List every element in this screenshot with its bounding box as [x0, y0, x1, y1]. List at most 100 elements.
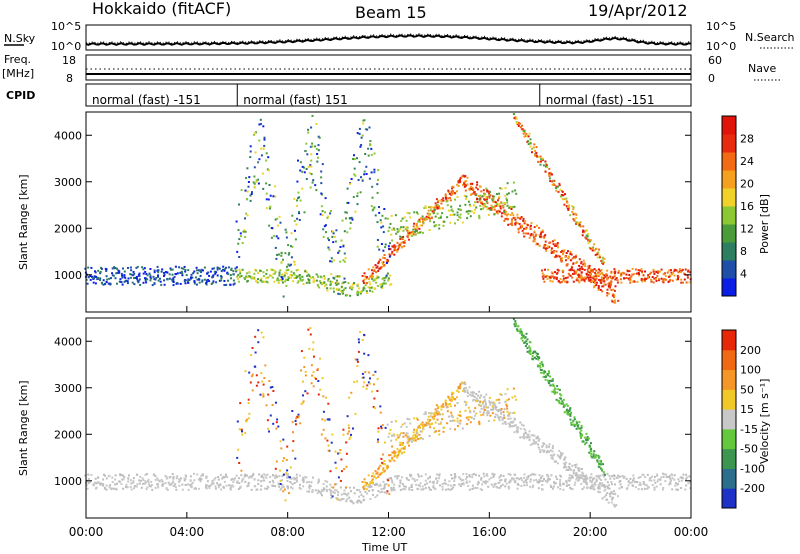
- power-echo: [510, 208, 513, 210]
- power-echo: [348, 217, 351, 220]
- velocity-echo: [427, 422, 430, 425]
- power-echo: [388, 247, 391, 250]
- power-echo: [341, 289, 344, 292]
- velocity-echo: [158, 480, 161, 483]
- velocity-echo: [594, 455, 597, 458]
- power-echo: [247, 185, 250, 188]
- power-echo: [342, 259, 345, 262]
- velocity-echo: [450, 398, 453, 400]
- velocity-echo: [542, 451, 545, 454]
- power-echo: [193, 282, 196, 285]
- power-echo: [236, 277, 239, 280]
- power-echo: [279, 221, 282, 224]
- velocity-echo: [110, 487, 113, 490]
- power-echo: [229, 283, 232, 286]
- power-echo: [559, 188, 562, 191]
- velocity-echo: [231, 484, 234, 487]
- power-echo: [563, 198, 566, 201]
- power-echo: [268, 207, 271, 210]
- power-echo: [347, 201, 350, 204]
- power-echo: [425, 215, 428, 218]
- power-echo: [575, 279, 578, 282]
- power-echo: [397, 246, 400, 249]
- power-echo: [313, 279, 316, 282]
- power-echo: [94, 282, 97, 285]
- power-echo: [555, 245, 558, 247]
- power-echo: [376, 277, 378, 280]
- velocity-echo: [684, 488, 687, 491]
- power-echo: [473, 191, 476, 194]
- velocity-echo: [521, 339, 524, 342]
- colorbar-tick-label: 16: [740, 200, 754, 213]
- velocity-echo: [407, 435, 410, 438]
- power-echo: [365, 173, 368, 175]
- power-echo: [381, 284, 384, 287]
- velocity-echo: [154, 475, 157, 478]
- power-echo: [297, 159, 299, 162]
- power-echo: [557, 190, 560, 193]
- power-echo: [297, 280, 300, 283]
- velocity-echo: [600, 462, 603, 465]
- velocity-echo: [365, 387, 368, 390]
- velocity-echo: [118, 480, 121, 483]
- velocity-echo: [378, 466, 380, 469]
- velocity-echo: [468, 480, 471, 483]
- velocity-echo: [288, 476, 291, 479]
- velocity-echo: [487, 406, 490, 409]
- power-echo: [151, 284, 154, 287]
- power-echo: [517, 121, 520, 124]
- velocity-echo: [418, 424, 421, 427]
- velocity-echo: [571, 464, 574, 467]
- power-echo: [285, 231, 288, 234]
- velocity-echo: [381, 424, 384, 427]
- velocity-echo: [573, 469, 576, 472]
- power-echo: [496, 210, 499, 213]
- power-echo: [641, 271, 643, 274]
- power-echo: [518, 122, 521, 125]
- power-echo: [184, 268, 187, 271]
- velocity-echo: [424, 486, 427, 489]
- power-echo: [377, 269, 380, 272]
- power-echo: [112, 274, 115, 277]
- velocity-echo: [302, 394, 304, 397]
- power-echo: [650, 279, 653, 282]
- velocity-echo: [487, 420, 490, 422]
- velocity-echo: [383, 485, 386, 488]
- power-echo: [253, 175, 256, 178]
- velocity-echo: [561, 452, 564, 455]
- power-echo: [658, 278, 661, 281]
- power-echo: [444, 195, 447, 198]
- velocity-echo: [300, 369, 302, 372]
- power-echo: [111, 267, 114, 270]
- velocity-echo: [253, 485, 256, 488]
- power-echo: [367, 147, 370, 150]
- power-echo: [209, 270, 212, 273]
- velocity-echo: [551, 450, 554, 453]
- power-echo: [216, 274, 219, 277]
- velocity-echo: [99, 483, 102, 486]
- velocity-echo: [285, 472, 288, 475]
- noise-tick-bottom-right: 10^0: [706, 40, 736, 53]
- power-echo: [493, 206, 496, 209]
- velocity-echo: [452, 416, 454, 419]
- velocity-echo: [474, 407, 477, 410]
- power-echo: [206, 272, 208, 275]
- power-echo: [279, 269, 282, 272]
- power-echo: [582, 259, 585, 262]
- power-echo: [669, 279, 672, 281]
- power-echo: [404, 228, 407, 231]
- velocity-echo: [541, 488, 544, 491]
- power-echo: [311, 145, 314, 148]
- velocity-echo: [391, 445, 394, 448]
- velocity-echo: [466, 391, 469, 394]
- power-echo: [552, 183, 555, 185]
- power-echo: [478, 199, 481, 202]
- velocity-echo: [421, 421, 424, 424]
- power-echo: [610, 283, 612, 286]
- velocity-echo: [401, 476, 404, 479]
- velocity-echo: [533, 442, 536, 445]
- power-echo: [369, 283, 371, 286]
- power-echo: [362, 287, 365, 290]
- velocity-echo: [445, 488, 448, 491]
- velocity-echo: [588, 437, 590, 440]
